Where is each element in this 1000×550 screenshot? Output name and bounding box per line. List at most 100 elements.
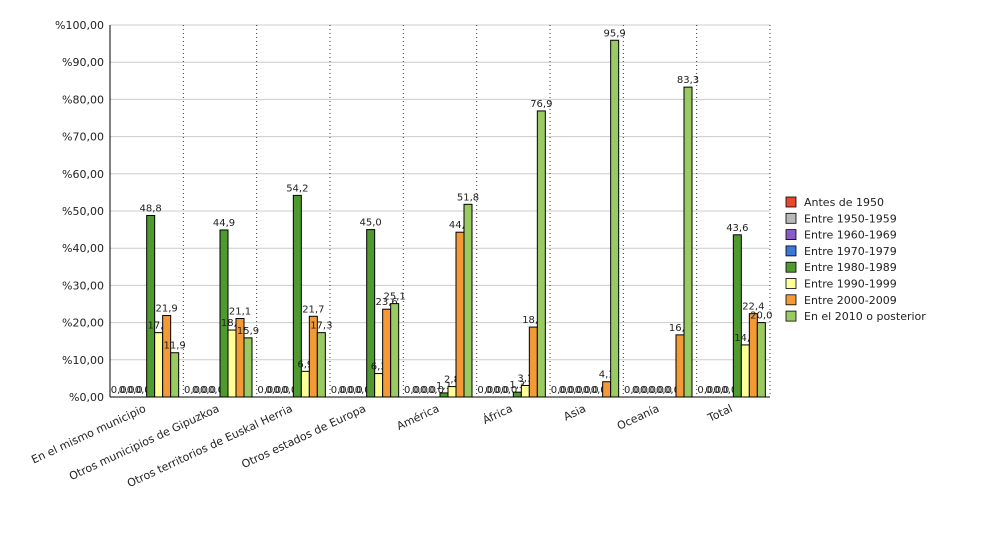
value-label: 0,0 xyxy=(697,385,713,396)
value-label: 0,0 xyxy=(347,385,363,396)
value-label: 14,0 xyxy=(734,333,756,344)
value-label: 54,2 xyxy=(286,183,308,194)
bar xyxy=(300,370,310,398)
x-tick-label: América xyxy=(395,402,442,433)
bar xyxy=(390,303,400,398)
y-tick-label: %100,00 xyxy=(55,19,104,32)
value-label: 4,1 xyxy=(599,370,615,381)
legend-swatch xyxy=(785,212,797,224)
y-tick-label: %20,00 xyxy=(62,317,104,330)
value-label: 22,4 xyxy=(742,302,764,313)
value-label: 0,0 xyxy=(331,385,347,396)
x-tick-label: Oceanía xyxy=(615,402,661,433)
bar xyxy=(316,332,326,398)
value-label: 0,0 xyxy=(648,385,664,396)
value-label: 0,0 xyxy=(111,385,127,396)
bar xyxy=(732,234,742,398)
bar xyxy=(602,381,612,398)
bar xyxy=(170,352,180,398)
value-label: 0,0 xyxy=(135,385,151,396)
bar xyxy=(227,329,237,398)
value-label: 0,0 xyxy=(664,385,680,396)
value-label: 0,0 xyxy=(721,385,737,396)
legend-swatch xyxy=(785,229,797,241)
value-label: 44,9 xyxy=(213,218,235,229)
value-label: 0,0 xyxy=(493,385,509,396)
y-tick-label: %80,00 xyxy=(62,93,104,106)
value-label: 6,9 xyxy=(297,359,313,370)
value-label: 0,0 xyxy=(119,385,135,396)
value-label: 16,7 xyxy=(669,323,691,334)
y-tick-label: %40,00 xyxy=(62,242,104,255)
value-label: 1,1 xyxy=(436,381,452,392)
x-tick-label: Asia xyxy=(562,402,588,424)
x-tick-label: África xyxy=(481,402,515,427)
value-label: 0,0 xyxy=(624,385,640,396)
value-label: 0,0 xyxy=(567,385,583,396)
legend-label: Entre 1970-1979 xyxy=(804,245,897,258)
value-label: 17,3 xyxy=(148,321,170,332)
value-label: 0,0 xyxy=(184,385,200,396)
value-label: 0,0 xyxy=(208,385,224,396)
value-label: 48,8 xyxy=(140,203,162,214)
bar xyxy=(366,229,376,398)
value-label: 0,0 xyxy=(632,385,648,396)
value-label: 15,9 xyxy=(237,326,259,337)
bar xyxy=(463,203,473,398)
value-label: 18,0 xyxy=(221,318,243,329)
y-tick-label: %70,00 xyxy=(62,131,104,144)
bar xyxy=(292,194,302,398)
legend-swatch xyxy=(785,261,797,273)
value-label: 23,6 xyxy=(376,297,398,308)
x-tick-label: En el mismo municipio xyxy=(29,402,148,467)
legend-label: Entre 1980-1989 xyxy=(804,261,897,274)
value-label: 0,0 xyxy=(281,385,297,396)
bar xyxy=(439,392,449,398)
y-tick-label: %30,00 xyxy=(62,279,104,292)
value-label: 6,3 xyxy=(371,362,387,373)
legend-swatch xyxy=(785,245,797,257)
value-label: 0,0 xyxy=(705,385,721,396)
x-tick-label: Otros estados de Europa xyxy=(240,402,368,471)
bar xyxy=(219,229,229,398)
legend-label: Entre 1990-1999 xyxy=(804,278,897,291)
x-tick-label: Total xyxy=(705,402,735,425)
value-label: 83,3 xyxy=(677,75,699,86)
value-label: 45,0 xyxy=(360,218,382,229)
bar xyxy=(610,39,620,398)
value-label: 0,0 xyxy=(273,385,289,396)
legend-label: Entre 2000-2009 xyxy=(804,294,897,307)
value-label: 2,8 xyxy=(444,375,460,386)
value-label: 44,3 xyxy=(449,220,471,231)
value-label: 0,0 xyxy=(551,385,567,396)
bar xyxy=(154,332,164,398)
value-label: 0,0 xyxy=(575,385,591,396)
value-label: 21,9 xyxy=(156,304,178,315)
value-label: 0,0 xyxy=(640,385,656,396)
value-label: 0,0 xyxy=(200,385,216,396)
value-label: 21,7 xyxy=(302,304,324,315)
value-label: 0,0 xyxy=(127,385,143,396)
value-label: 1,3 xyxy=(509,380,525,391)
value-label: 0,0 xyxy=(420,385,436,396)
value-label: 95,9 xyxy=(604,28,626,39)
value-label: 43,6 xyxy=(726,223,748,234)
bar xyxy=(382,308,392,398)
value-label: 0,0 xyxy=(412,385,428,396)
y-tick-label: %90,00 xyxy=(62,56,104,69)
value-label: 0,0 xyxy=(192,385,208,396)
value-label: 17,3 xyxy=(310,321,332,332)
bar xyxy=(536,110,546,398)
value-label: 0,0 xyxy=(713,385,729,396)
y-tick-label: %10,00 xyxy=(62,354,104,367)
y-tick-label: %0,00 xyxy=(69,391,104,404)
legend-label: Entre 1960-1969 xyxy=(804,229,897,242)
value-label: 25,1 xyxy=(384,292,406,303)
legend-label: En el 2010 o posterior xyxy=(804,310,926,323)
value-label: 0,0 xyxy=(265,385,281,396)
legend-swatch xyxy=(785,310,797,322)
value-label: 0,0 xyxy=(404,385,420,396)
value-label: 0,0 xyxy=(355,385,371,396)
bar xyxy=(455,231,465,398)
